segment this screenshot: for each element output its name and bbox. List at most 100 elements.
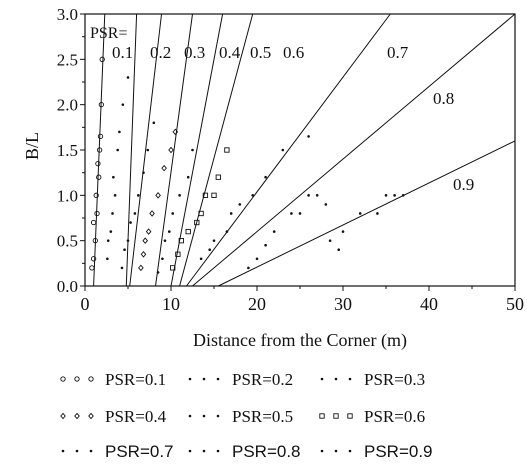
legend-marker bbox=[216, 414, 220, 418]
line-label-0.4: 0.4 bbox=[219, 43, 241, 62]
data-point bbox=[229, 212, 233, 215]
y-tick-label: 1.0 bbox=[57, 186, 78, 205]
legend-marker bbox=[60, 376, 66, 382]
data-point bbox=[290, 212, 293, 215]
y-axis-label: B/L bbox=[22, 132, 42, 160]
data-point bbox=[208, 248, 211, 252]
legend-marker bbox=[61, 449, 65, 453]
data-point bbox=[315, 194, 319, 197]
line-label-0.9: 0.9 bbox=[453, 175, 474, 194]
legend-marker bbox=[188, 449, 192, 453]
data-point bbox=[272, 230, 276, 233]
data-point bbox=[337, 248, 341, 252]
data-point bbox=[123, 248, 126, 252]
legend-marker bbox=[60, 412, 66, 420]
legend-label: PSR=0.5 bbox=[232, 407, 293, 426]
data-point bbox=[358, 212, 362, 215]
legend-marker bbox=[88, 412, 94, 420]
legend-label: PSR=0.4 bbox=[105, 407, 167, 426]
legend-item: PSR=0.8 bbox=[188, 442, 301, 461]
data-point bbox=[99, 56, 105, 62]
data-point bbox=[92, 238, 98, 244]
data-point bbox=[199, 257, 203, 261]
data-point bbox=[215, 174, 221, 180]
data-point bbox=[109, 230, 113, 233]
legend-label: PSR=0.3 bbox=[364, 370, 425, 389]
y-tick-label: 2.0 bbox=[57, 96, 78, 115]
legend-marker bbox=[334, 449, 338, 453]
data-point bbox=[93, 192, 99, 198]
legend-item: PSR=0.4 bbox=[60, 407, 167, 426]
data-point bbox=[95, 160, 101, 167]
psr-line-0.9 bbox=[218, 140, 516, 287]
data-points bbox=[89, 56, 405, 274]
legend-marker bbox=[89, 449, 93, 453]
data-point bbox=[307, 135, 310, 138]
x-tick-label: 10 bbox=[162, 294, 180, 314]
data-point bbox=[120, 266, 124, 270]
psr-line-0.4 bbox=[155, 13, 193, 287]
data-point bbox=[149, 210, 155, 217]
data-point bbox=[251, 194, 254, 197]
legend-marker bbox=[348, 377, 352, 381]
legend-marker bbox=[333, 413, 339, 419]
data-point bbox=[111, 212, 114, 215]
data-point bbox=[168, 146, 174, 154]
legend-label: PSR=0.8 bbox=[232, 442, 301, 461]
data-point bbox=[211, 192, 217, 198]
legend: PSR=0.1 PSR=0.2 PSR=0.3 PSR=0.4 PSR=0.5 PSR=0… bbox=[60, 370, 433, 461]
legend-marker bbox=[320, 449, 324, 453]
x-axis-label: Distance from the Corner (m) bbox=[193, 330, 407, 351]
legend-item: PSR=0.3 bbox=[320, 370, 425, 389]
data-point bbox=[281, 148, 285, 152]
data-point bbox=[264, 175, 267, 179]
data-point bbox=[163, 239, 167, 242]
legend-item: PSR=0.1 bbox=[60, 370, 166, 389]
legend-marker bbox=[320, 377, 324, 381]
x-tick-label: 30 bbox=[334, 294, 352, 314]
line-label-0.5: 0.5 bbox=[250, 43, 271, 62]
x-tick-label: 20 bbox=[248, 294, 266, 314]
legend-marker bbox=[74, 376, 80, 382]
legend-item: PSR=0.7 bbox=[61, 442, 174, 461]
legend-marker bbox=[348, 449, 352, 453]
y-tick-label: 2.5 bbox=[57, 50, 78, 69]
data-point bbox=[185, 228, 191, 235]
data-point bbox=[145, 228, 152, 235]
data-point bbox=[142, 237, 148, 244]
data-point bbox=[324, 203, 328, 206]
data-point bbox=[96, 174, 102, 180]
legend-marker bbox=[347, 413, 353, 419]
line-label-0.2: 0.2 bbox=[150, 43, 171, 62]
y-tick-label: 1.5 bbox=[57, 141, 78, 160]
data-point bbox=[90, 219, 97, 226]
data-point bbox=[178, 194, 181, 197]
x-tick-label: 50 bbox=[506, 294, 524, 314]
data-point bbox=[156, 271, 160, 274]
data-point bbox=[171, 212, 175, 215]
y-tick-label: 3.0 bbox=[57, 5, 78, 24]
legend-marker bbox=[202, 414, 206, 418]
data-point bbox=[118, 130, 121, 134]
legend-label: PSR=0.9 bbox=[364, 442, 433, 461]
data-point bbox=[116, 148, 119, 152]
data-point bbox=[186, 175, 190, 179]
data-point bbox=[146, 148, 150, 152]
legend-marker bbox=[319, 413, 325, 419]
data-point bbox=[202, 192, 209, 198]
data-point bbox=[247, 266, 250, 270]
data-point bbox=[393, 194, 396, 197]
line-label-0.3: 0.3 bbox=[184, 43, 205, 62]
data-point bbox=[167, 230, 171, 233]
line-label-0.6: 0.6 bbox=[283, 43, 304, 62]
legend-marker bbox=[334, 377, 338, 381]
legend-item: PSR=0.2 bbox=[188, 370, 293, 389]
legend-label: PSR=0.2 bbox=[232, 370, 293, 389]
data-point bbox=[328, 239, 332, 242]
data-point bbox=[212, 239, 216, 242]
psr-header: PSR= bbox=[90, 25, 128, 42]
data-point bbox=[121, 103, 125, 106]
line-labels: 0.1 0.2 0.3 0.4 0.5 0.6 0.7 0.8 0.9 bbox=[112, 43, 474, 194]
y-tick-label: 0.0 bbox=[57, 277, 78, 296]
